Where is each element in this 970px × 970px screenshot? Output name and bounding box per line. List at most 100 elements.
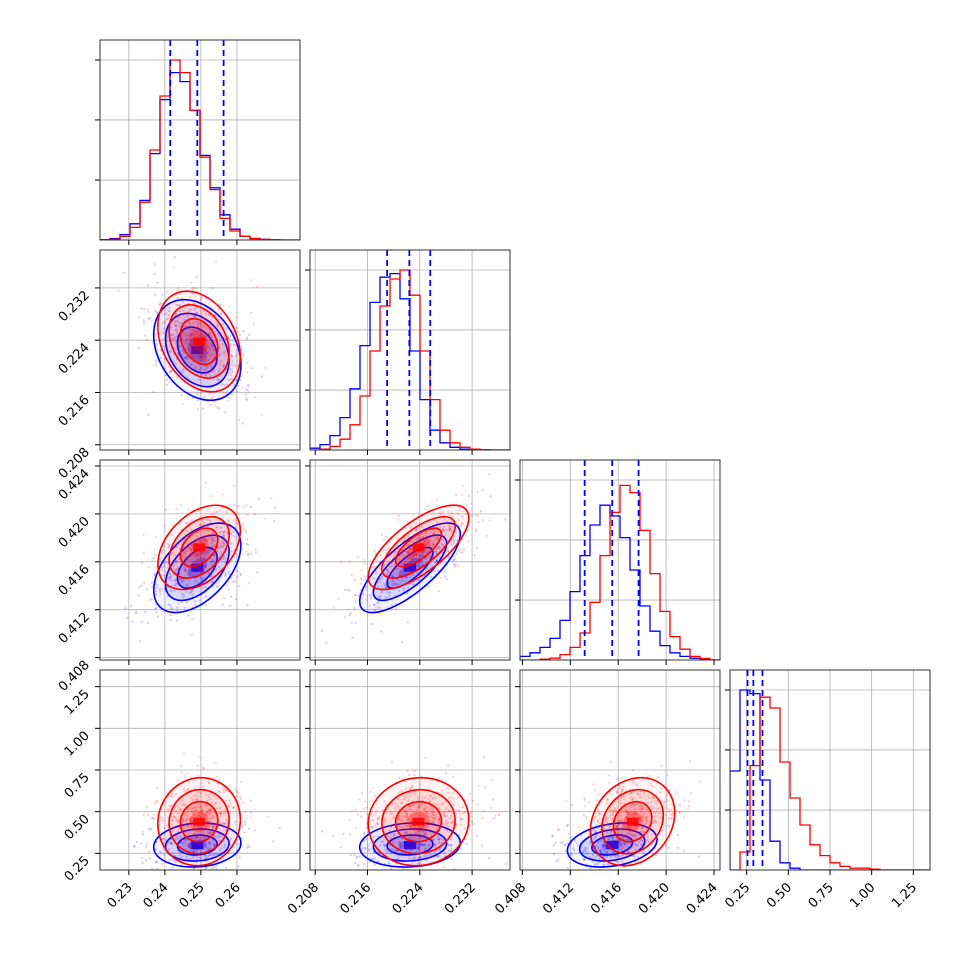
scatter-point [609,830,613,833]
scatter-point [147,317,150,320]
scatter-point [201,592,204,595]
scatter-point [366,594,369,597]
scatter-point [361,592,364,595]
scatter-point [204,317,208,321]
scatter-point [228,805,231,808]
x-tick-label: 1.25 [889,880,920,911]
scatter-point [197,832,201,835]
scatter-point [227,588,231,591]
scatter-point [208,808,211,812]
scatter-point [445,577,448,581]
scatter-point [401,826,404,829]
scatter-point [204,595,208,598]
scatter-point [212,560,216,563]
scatter-point [186,376,189,379]
scatter-point [167,576,171,579]
scatter-point [244,393,248,396]
scatter-point [408,805,411,808]
scatter-point [360,848,364,851]
scatter-point [260,375,264,378]
scatter-point [235,519,238,522]
scatter-point [416,579,419,582]
scatter-point [422,843,425,846]
scatter-point [585,816,588,819]
scatter-point [186,391,190,395]
scatter-point [195,850,198,853]
scatter-point [189,334,192,337]
scatter-point [196,794,200,798]
scatter-point [184,847,188,850]
scatter-point [650,801,653,804]
scatter-point [234,385,237,388]
scatter-point [426,535,430,538]
scatter-point [230,542,233,545]
scatter-point [678,803,682,807]
scatter-point [174,793,177,796]
scatter-point [638,804,641,807]
scatter-point [470,502,474,505]
scatter-point [657,807,661,811]
scatter-point [416,536,419,539]
scatter-point [445,772,448,775]
scatter-point [358,798,361,801]
scatter-point [148,316,151,320]
scatter-point [177,578,181,581]
scatter-point [218,849,222,852]
scatter-point [406,831,409,834]
scatter-point [179,835,182,838]
scatter-point [256,571,259,574]
scatter-point [175,303,178,307]
scatter-point [601,851,604,855]
scatter-point [446,875,448,877]
scatter-point [177,321,180,324]
scatter-point [386,543,389,546]
scatter-point [193,314,196,318]
scatter-point [184,569,187,572]
scatter-point [250,811,253,814]
scatter-point [410,821,413,825]
scatter-point [599,850,603,853]
scatter-point [216,406,219,409]
scatter-point [229,532,232,536]
scatter-point [337,597,340,600]
scatter-point [201,524,204,527]
scatter-point [208,813,211,816]
scatter-point [364,847,368,850]
scatter-point [189,819,192,822]
scatter-point [408,557,412,560]
scatter-point [616,825,619,828]
scatter-point [174,339,178,342]
scatter-point [185,321,189,324]
x-tick-label: 0.424 [684,880,721,917]
scatter-point [178,808,181,811]
scatter-point [641,839,644,842]
scatter-point [209,842,212,845]
scatter-point [176,288,180,291]
scatter-point [232,519,235,523]
scatter-point [586,852,590,855]
scatter-point [595,815,598,818]
scatter-point [565,799,568,803]
scatter-point [431,820,434,823]
scatter-point [205,293,208,296]
scatter-point [222,535,225,538]
scatter-point [206,812,209,815]
scatter-point [449,540,453,543]
scatter-point [379,554,383,557]
scatter-point [202,525,205,528]
scatter-point [200,782,203,785]
scatter-point [222,534,225,537]
scatter-point [208,832,211,835]
scatter-point [471,799,475,802]
scatter-point [147,413,150,417]
scatter-point [209,403,212,407]
scatter-point [497,813,501,816]
scatter-point [163,556,166,559]
scatter-point [218,807,222,810]
scatter-point [402,588,405,592]
scatter-point [385,569,389,572]
scatter-point [376,581,379,584]
scatter-point [395,567,398,571]
scatter-point [218,531,221,534]
scatter-point [224,809,228,812]
